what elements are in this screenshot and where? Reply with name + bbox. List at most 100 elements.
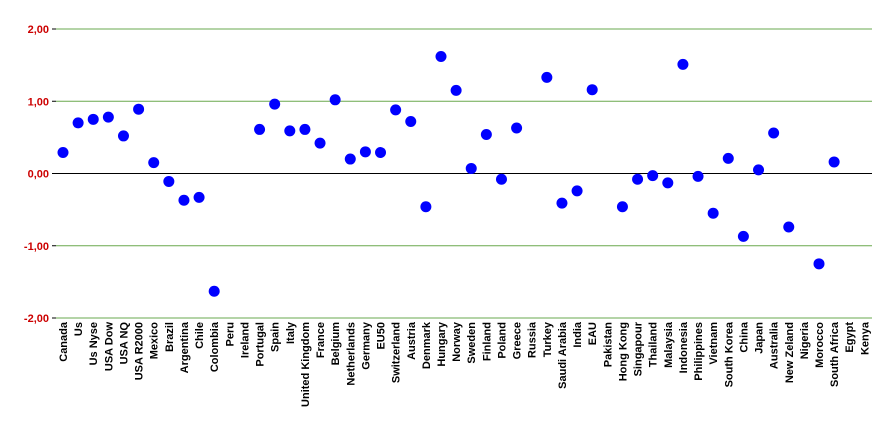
x-tick-label: Pakistan [602,322,614,368]
x-tick-label: Greece [512,322,524,359]
data-point [57,147,69,159]
x-tick-label: Saudi Arabia [557,321,569,389]
data-point [722,152,734,164]
x-tick-label: South Korea [723,321,735,387]
data-point [72,117,84,129]
data-point [344,153,356,165]
x-tick-label: South Africa [829,321,841,387]
x-tick-label: Japan [754,322,766,354]
x-tick-label: Peru [224,322,236,346]
x-tick-label: Turkey [542,321,554,357]
data-point [163,175,175,187]
y-tick-label: -2,00 [24,313,49,325]
x-tick-label: France [315,322,327,358]
data-point [193,191,205,203]
grid-lines [56,28,872,319]
data-point [465,162,477,174]
data-point [133,103,145,115]
x-tick-label: Italy [285,321,297,344]
x-axis: Canada Us Us Nyse USA Dow USA NQ USA R2000 Mex… [58,321,871,407]
data-point [269,98,281,110]
x-tick-label: Thailand [648,322,660,367]
data-point [480,128,492,140]
data-point [571,185,583,197]
x-tick-label: Ireland [239,322,251,358]
data-point [420,201,432,213]
x-tick-label: Finland [481,322,493,361]
data-point [692,170,704,182]
x-tick-label: Mexico [149,322,161,360]
x-tick-label: Singapour [633,321,645,376]
x-tick-label: Morocco [814,322,826,368]
data-point [359,146,371,158]
x-tick-label: USA Dow [103,322,115,372]
x-tick-label: EAU [587,322,599,345]
x-tick-label: Canada [58,321,70,362]
x-tick-label: Austria [406,321,418,360]
y-tick-label: 2,00 [28,24,49,36]
x-tick-label: India [572,321,584,348]
data-point [541,71,553,83]
data-point [662,177,674,189]
data-point [511,122,523,134]
data-point [586,84,598,96]
data-point [375,147,387,159]
y-tick-label: 1,00 [28,96,49,108]
data-point [254,123,266,135]
x-tick-label: Hong Kong [617,322,629,381]
data-points [57,50,840,297]
x-tick-label: Us Nyse [88,322,100,365]
x-tick-label: Belgium [330,322,342,366]
data-point [102,111,114,123]
x-tick-label: Russia [527,321,539,358]
data-point [768,127,780,139]
x-tick-label: Netherlands [345,322,357,386]
x-tick-label: Philippines [693,322,705,381]
x-tick-label: Germany [360,321,372,370]
x-tick-label: Poland [496,322,508,359]
x-tick-label: Portugal [255,322,267,367]
y-tick-label: 0,00 [28,169,49,181]
data-point [435,50,447,62]
x-tick-label: Indonesia [678,321,690,373]
data-point [707,207,719,219]
y-axis: 2,00 1,00 0,00 -1,00 -2,00 [24,24,56,325]
x-tick-label: China [738,321,750,352]
x-tick-label: Chile [194,322,206,349]
data-point [556,197,568,209]
data-point [117,130,129,142]
data-point [677,58,689,70]
data-point [87,113,99,125]
data-point [314,137,326,149]
data-point [178,194,190,206]
data-point [329,94,341,106]
data-point [148,157,160,169]
x-tick-label: Egypt [844,322,856,353]
data-point [208,285,220,297]
x-tick-label: Australia [769,321,781,369]
data-point [299,123,311,135]
x-tick-label: Kenya [859,321,871,355]
x-tick-label: Us [73,322,85,336]
x-tick-label: Sweden [466,322,478,364]
data-point [647,170,659,182]
x-tick-label: USA R2000 [134,322,146,380]
data-point [616,201,628,213]
data-point [284,125,296,137]
x-tick-label: Nigeria [799,321,811,359]
x-tick-label: Denmark [421,321,433,369]
x-tick-label: Spain [270,322,282,352]
x-tick-label: Vietnam [708,322,720,365]
data-point [737,230,749,242]
data-point [632,173,644,185]
x-tick-label: Brazil [164,322,176,352]
data-point [753,164,765,176]
x-tick-label: Norway [451,321,463,362]
data-point [450,84,462,96]
data-point [813,258,825,270]
x-tick-label: Hungary [436,321,448,367]
x-tick-label: Argentina [179,321,191,373]
data-point [405,115,417,127]
x-tick-label: Malaysia [663,321,675,368]
